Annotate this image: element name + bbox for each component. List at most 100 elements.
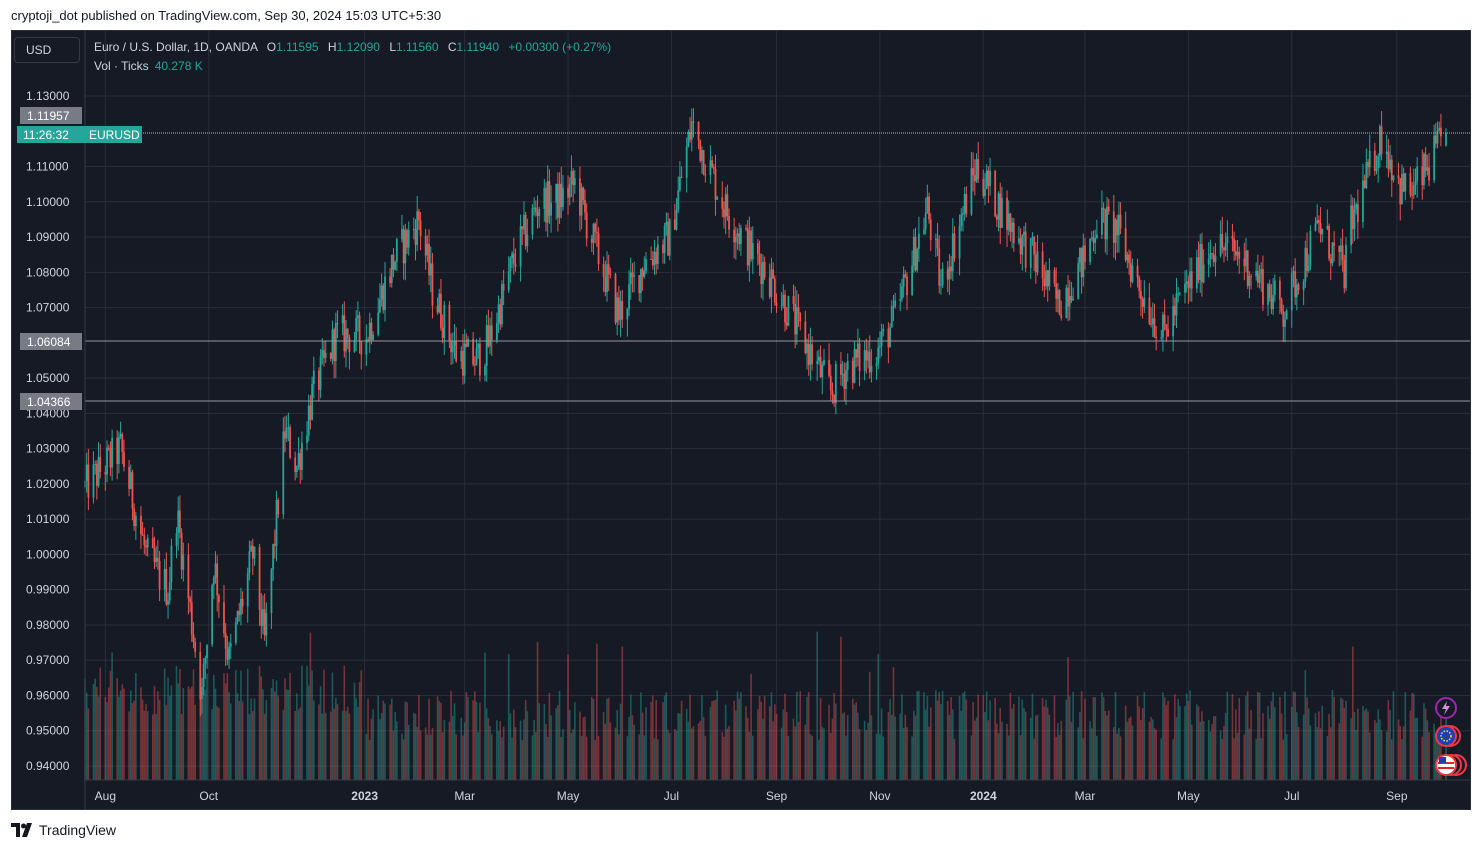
candle-body — [1148, 297, 1151, 324]
volume-bar — [297, 709, 300, 780]
candle-body — [1070, 296, 1073, 301]
candle-body — [1373, 150, 1376, 171]
candle-body — [204, 658, 207, 664]
candle-body — [97, 456, 100, 486]
volume-bar — [99, 667, 102, 780]
candle-body — [833, 394, 836, 404]
volume-bar — [236, 693, 239, 780]
volume-bar — [106, 702, 108, 780]
volume-bar — [1255, 738, 1257, 780]
volume-bar — [828, 704, 830, 780]
candle-body — [616, 297, 619, 323]
x-tick-label: 2024 — [970, 789, 997, 803]
volume-bar — [199, 682, 202, 780]
candle-body — [1351, 205, 1354, 230]
symbol-tag: EURUSD — [89, 128, 140, 142]
low-label: L — [389, 40, 397, 54]
volume-bar — [697, 723, 700, 780]
lightning-icon[interactable] — [1435, 697, 1457, 719]
candle-body — [984, 188, 986, 196]
candle-body — [297, 453, 300, 467]
candle-body — [499, 304, 502, 325]
chart-panel[interactable] — [11, 30, 1471, 810]
volume-bar — [816, 631, 818, 780]
volume-bar — [1343, 707, 1346, 780]
candle-body — [99, 456, 102, 473]
volume-bar — [1367, 711, 1369, 780]
volume-bar — [782, 709, 785, 780]
candle-body — [1377, 156, 1380, 169]
candle-body — [917, 233, 920, 249]
candle-body — [507, 271, 510, 291]
candle-body — [880, 331, 883, 346]
volume-bar — [604, 723, 607, 780]
volume-label[interactable]: Vol · Ticks — [94, 59, 149, 73]
y-tick-label: 0.97000 — [26, 653, 70, 667]
candle-body — [460, 350, 463, 362]
tradingview-footer[interactable]: TradingView — [11, 822, 116, 838]
candle-body — [1411, 194, 1414, 196]
candle-body — [1053, 270, 1056, 284]
volume-bar — [970, 735, 973, 780]
volume-bar — [619, 703, 622, 780]
volume-bar — [679, 713, 681, 780]
candle-body — [324, 352, 327, 358]
volume-bar — [633, 724, 635, 780]
volume-bar — [109, 670, 112, 780]
volume-bar — [274, 691, 276, 780]
candle-body — [882, 328, 885, 332]
volume-bar — [1084, 698, 1086, 780]
currency-selector[interactable]: USD — [14, 37, 80, 63]
volume-bar — [1106, 715, 1108, 780]
candle-body — [1316, 219, 1319, 224]
candle-body — [1007, 213, 1010, 231]
candle-body — [1112, 211, 1115, 243]
volume-bar — [965, 699, 968, 780]
candle-body — [372, 334, 375, 340]
eu-flag-icon[interactable] — [1435, 725, 1461, 747]
candle-body — [1089, 238, 1091, 262]
volume-bar — [201, 701, 203, 780]
candle-body — [1175, 293, 1178, 316]
volume-bar — [1414, 718, 1417, 780]
volume-bar — [889, 698, 891, 780]
candle-body — [106, 447, 108, 475]
volume-bar — [1390, 739, 1393, 780]
candle-body — [512, 253, 515, 264]
volume-bar — [1411, 692, 1413, 780]
candle-body — [531, 208, 534, 235]
volume-bar — [689, 694, 691, 780]
us-flag-icon[interactable] — [1435, 754, 1467, 776]
candle-body — [526, 234, 529, 247]
candle-body — [1409, 173, 1412, 195]
candle-body — [201, 686, 203, 700]
candle-body — [609, 274, 612, 276]
volume-bar — [796, 691, 798, 780]
candle-body — [1009, 213, 1012, 232]
candle-body — [585, 212, 588, 239]
volume-bar — [345, 710, 347, 780]
volume-bar — [946, 700, 949, 780]
candle-body — [1256, 270, 1259, 283]
candle-body — [697, 121, 700, 140]
volume-bar — [935, 690, 937, 780]
candle-body — [295, 466, 298, 473]
candle-body — [736, 233, 739, 237]
volume-bar — [1019, 734, 1022, 780]
volume-bar — [543, 703, 546, 780]
candle-body — [1151, 318, 1154, 325]
volume-bar — [641, 712, 644, 780]
candle-body — [1202, 264, 1205, 283]
volume-bar — [723, 736, 725, 780]
candle-body — [640, 269, 642, 293]
volume-bar — [584, 716, 586, 780]
volume-bar — [1235, 709, 1237, 780]
candle-body — [1223, 247, 1225, 251]
volume-bar — [479, 702, 481, 780]
candle-body — [306, 435, 308, 443]
volume-bar — [950, 697, 952, 780]
symbol-title[interactable]: Euro / U.S. Dollar, 1D, OANDA — [94, 40, 258, 54]
candle-body — [392, 254, 395, 270]
volume-bar — [1285, 734, 1288, 780]
